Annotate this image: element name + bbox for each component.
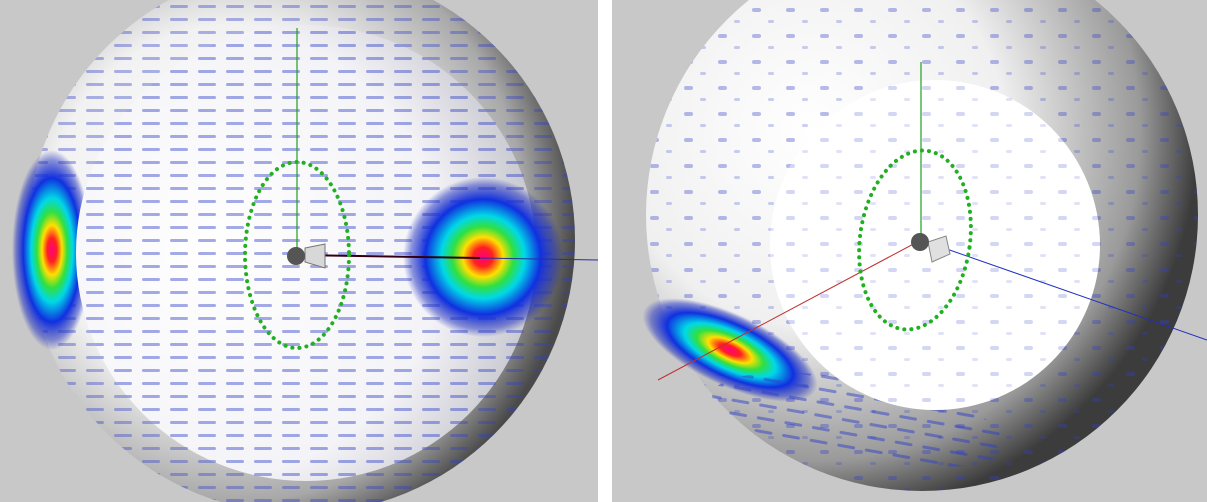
probe [304,243,326,269]
dotted-ring [243,160,351,350]
axis [296,254,481,259]
right-render [612,0,1207,502]
left-render [0,0,598,502]
dotted-ring [857,148,973,332]
hotspot [12,150,92,350]
axis [920,239,1207,341]
source [287,247,305,265]
hotspot [403,177,563,337]
axis [657,239,922,381]
pattern [712,372,1008,468]
probe [927,235,951,263]
source [911,233,929,251]
